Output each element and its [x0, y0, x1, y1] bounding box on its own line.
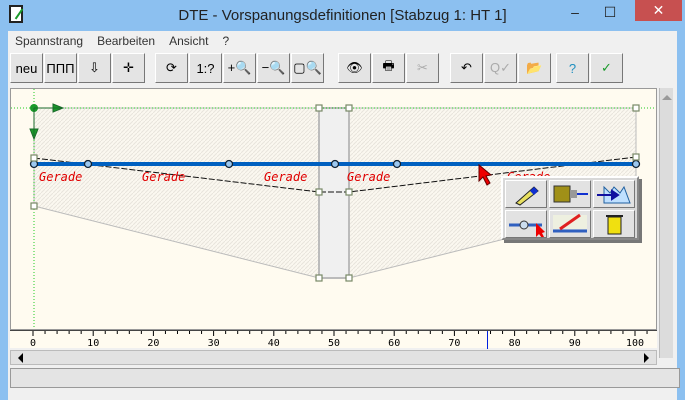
trash-icon [606, 215, 623, 235]
ruler: 0 10 20 30 40 50 60 70 80 90 100 [10, 330, 660, 349]
maximize-button[interactable]: ☐ [603, 4, 617, 20]
view-button[interactable]: 👁 [338, 53, 371, 83]
zoom-window-button[interactable]: ▢🔍 [291, 53, 324, 83]
tendon-drawing: Gerade Gerade Gerade Gerade Gerade [11, 89, 658, 331]
ruler-label: 0 [30, 338, 36, 349]
section-handle [315, 274, 323, 282]
menu-spannstrang[interactable]: Spannstrang [15, 34, 84, 48]
section-handle [30, 202, 38, 210]
segment-label: Gerade [142, 170, 185, 184]
menu-ansicht[interactable]: Ansicht [169, 34, 209, 48]
ruler-label: 90 [569, 338, 581, 349]
horizontal-scrollbar[interactable] [10, 350, 657, 365]
tendon-point [83, 159, 93, 169]
axis-arrows-icon [29, 103, 65, 141]
app-icon [9, 5, 23, 23]
mouse-cursor-icon [478, 163, 493, 186]
drawing-canvas[interactable]: Gerade Gerade Gerade Gerade Gerade [10, 88, 658, 331]
refresh-button[interactable]: ⟳ [155, 53, 188, 83]
tendon-point [392, 159, 402, 169]
segment-label: Gerade [39, 170, 82, 184]
segment-label: Gerade [264, 170, 307, 184]
ruler-scale: 0 10 20 30 40 50 60 70 80 90 100 [30, 331, 660, 349]
tendon-profile [33, 156, 637, 193]
section-handle [632, 104, 640, 112]
scroll-right-icon[interactable] [644, 353, 654, 363]
ruler-label: 100 [626, 338, 644, 349]
tendon-point [224, 159, 234, 169]
anchor-icon [553, 185, 588, 203]
status-bar [10, 368, 680, 388]
tendon-point [330, 159, 340, 169]
delete-button[interactable] [593, 210, 635, 238]
support-region [318, 107, 350, 279]
support-point-icon [509, 220, 545, 238]
ok-button[interactable]: ✓ [590, 53, 623, 83]
open-folder-button[interactable]: 📂 [518, 53, 551, 83]
minimize-button[interactable]: – [571, 4, 579, 20]
section-handle [345, 188, 353, 196]
anchor-button[interactable] [549, 180, 591, 208]
support-point-button[interactable] [505, 210, 547, 238]
tendon-point [631, 159, 641, 169]
distribution-button[interactable] [593, 180, 635, 208]
ruler-label: 20 [147, 338, 159, 349]
section-handle [345, 104, 353, 112]
scale-button[interactable]: 1:? [189, 53, 222, 83]
measure-button[interactable] [549, 210, 591, 238]
zoom-in-button[interactable]: +🔍 [223, 53, 256, 83]
segment-label: Gerade [347, 170, 390, 184]
scroll-up-icon[interactable] [661, 90, 672, 100]
section-handle [315, 104, 323, 112]
window-title: DTE - Vorspanungsdefinitionen [Stabzug 1… [178, 7, 507, 24]
check-zoom-button[interactable]: Q✓ [484, 53, 517, 83]
menu-bearbeiten[interactable]: Bearbeiten [97, 34, 156, 48]
edit-pen-button[interactable] [505, 180, 547, 208]
axis-cross-button[interactable]: ✛ [112, 53, 145, 83]
sag-down-button[interactable]: ⇩ [78, 53, 111, 83]
new-tendon-button[interactable]: neu [10, 53, 43, 83]
section-handle [345, 274, 353, 282]
menu-help[interactable]: ? [222, 34, 230, 48]
ruler-label: 30 [208, 338, 220, 349]
ruler-label: 10 [87, 338, 99, 349]
distribution-icon [597, 185, 631, 204]
section-handle [315, 188, 323, 196]
ruler-label: 70 [448, 338, 460, 349]
ruler-label: 50 [328, 338, 340, 349]
print-button[interactable]: 🖶 [372, 53, 405, 83]
context-palette [501, 176, 639, 240]
ruler-label: 60 [388, 338, 400, 349]
help-button[interactable]: ? [556, 53, 589, 83]
vertical-scrollbar[interactable] [659, 88, 673, 358]
zoom-out-button[interactable]: −🔍 [257, 53, 290, 83]
client-area: Spannstrang Bearbeiten Ansicht ? neu ΠΠΠ ⇩… [8, 31, 680, 400]
ruler-label: 80 [509, 338, 521, 349]
export-button[interactable]: ✂ [406, 53, 439, 83]
ruler-pencil-icon [553, 213, 587, 233]
pen-icon [515, 186, 539, 206]
section-handle [632, 153, 640, 161]
scroll-left-icon[interactable] [13, 353, 23, 363]
tendon-group-button[interactable]: ΠΠΠ [44, 53, 77, 83]
title-bar: DTE - Vorspanungsdefinitionen [Stabzug 1… [0, 0, 685, 31]
menu-bar: Spannstrang Bearbeiten Ansicht ? [8, 31, 236, 51]
undo-button[interactable]: ↶ [450, 53, 483, 83]
close-button[interactable]: ✕ [635, 0, 682, 21]
ruler-label: 40 [268, 338, 280, 349]
section-handle [30, 154, 38, 162]
